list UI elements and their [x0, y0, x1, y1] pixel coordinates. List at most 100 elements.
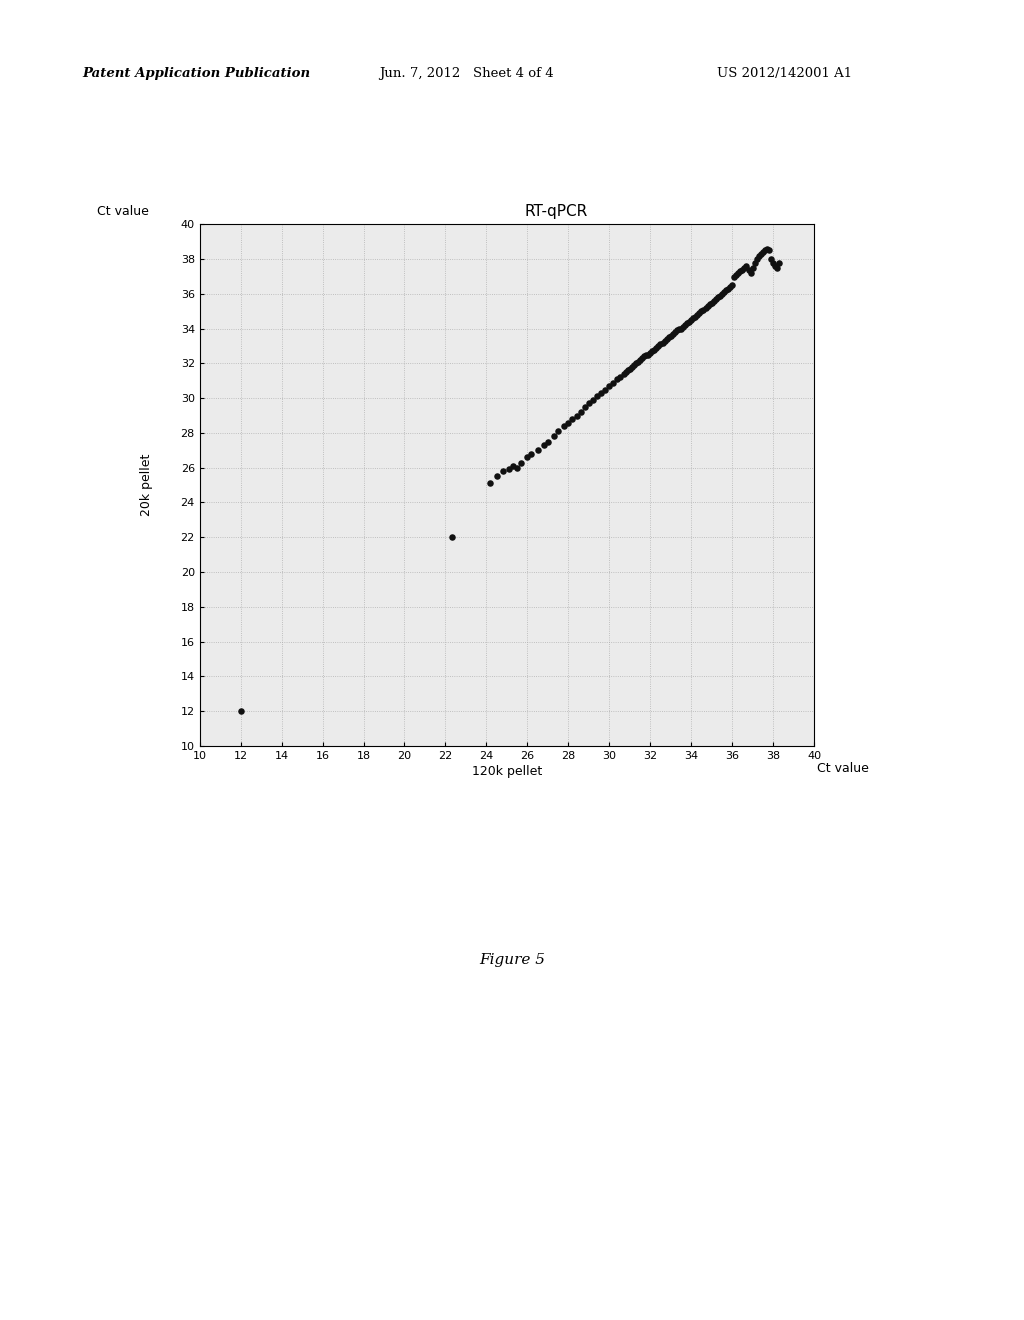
Point — [691, 302, 708, 323]
Text: US 2012/142001 A1: US 2012/142001 A1 — [717, 66, 852, 79]
Point — [519, 446, 536, 467]
Point — [636, 346, 652, 367]
Point — [697, 297, 714, 318]
Point — [620, 360, 636, 381]
Point — [509, 457, 525, 478]
Point — [654, 333, 671, 354]
Point — [740, 259, 757, 280]
Point — [732, 261, 749, 282]
Point — [736, 257, 753, 279]
Point — [695, 300, 712, 321]
Point — [540, 432, 556, 453]
Point — [693, 301, 710, 322]
Point — [679, 313, 695, 334]
Text: Patent Application Publication: Patent Application Publication — [82, 66, 310, 79]
Point — [710, 286, 726, 308]
Point — [712, 285, 728, 306]
Point — [722, 276, 738, 297]
Point — [663, 325, 679, 346]
Point — [482, 473, 499, 494]
Point — [605, 372, 622, 393]
Point — [642, 342, 658, 363]
Point — [771, 252, 787, 273]
Point — [730, 263, 746, 284]
Point — [501, 459, 517, 480]
Point — [763, 248, 779, 269]
Point — [624, 356, 640, 378]
Point — [495, 461, 511, 482]
Point — [701, 294, 718, 315]
Point — [638, 345, 654, 366]
Point — [622, 358, 638, 379]
Point — [609, 368, 626, 389]
Point — [505, 455, 521, 477]
Point — [589, 385, 605, 407]
Point — [665, 323, 681, 345]
Point — [597, 379, 613, 400]
Point — [746, 252, 763, 273]
Point — [546, 426, 562, 447]
Point — [646, 339, 663, 360]
Point — [658, 329, 675, 350]
Text: Ct value: Ct value — [97, 205, 150, 218]
Point — [757, 240, 773, 261]
Point — [703, 292, 720, 313]
Point — [572, 401, 589, 422]
Point — [617, 362, 634, 383]
Text: Ct value: Ct value — [817, 762, 869, 775]
Point — [550, 421, 566, 442]
Point — [593, 383, 609, 404]
Point — [652, 334, 669, 355]
Point — [626, 355, 642, 376]
Point — [716, 281, 732, 302]
Point — [681, 312, 697, 333]
Point — [767, 256, 783, 277]
Point — [738, 256, 755, 277]
Point — [761, 240, 777, 261]
Point — [734, 259, 751, 280]
Point — [628, 352, 644, 374]
Point — [648, 337, 665, 358]
Point — [759, 238, 775, 259]
Point — [718, 280, 734, 301]
Point — [560, 412, 577, 433]
Point — [529, 440, 546, 461]
Point — [650, 335, 667, 356]
Text: Figure 5: Figure 5 — [479, 953, 545, 966]
Point — [585, 389, 601, 411]
Point — [232, 701, 249, 722]
Point — [581, 393, 597, 414]
Point — [669, 319, 685, 341]
Point — [523, 444, 540, 465]
Point — [556, 416, 572, 437]
Point — [660, 327, 677, 348]
Point — [577, 396, 593, 417]
Point — [751, 246, 767, 267]
Point — [568, 405, 585, 426]
Text: Jun. 7, 2012   Sheet 4 of 4: Jun. 7, 2012 Sheet 4 of 4 — [379, 66, 554, 79]
Point — [769, 257, 785, 279]
Point — [706, 290, 722, 312]
Point — [634, 347, 650, 368]
Point — [564, 408, 581, 429]
Point — [728, 264, 744, 285]
Point — [689, 304, 706, 325]
Point — [632, 350, 648, 371]
Point — [685, 308, 701, 329]
X-axis label: 120k pellet: 120k pellet — [472, 764, 542, 777]
Point — [675, 317, 691, 338]
Point — [601, 375, 617, 396]
Point — [615, 363, 632, 384]
Point — [742, 263, 759, 284]
Point — [726, 267, 742, 288]
Point — [656, 330, 673, 351]
Point — [667, 322, 683, 343]
Point — [699, 296, 716, 317]
Point — [708, 289, 724, 310]
Point — [443, 527, 460, 548]
Point — [677, 314, 693, 335]
Point — [753, 243, 769, 264]
Point — [755, 242, 771, 263]
Point — [611, 367, 628, 388]
Point — [644, 341, 660, 362]
